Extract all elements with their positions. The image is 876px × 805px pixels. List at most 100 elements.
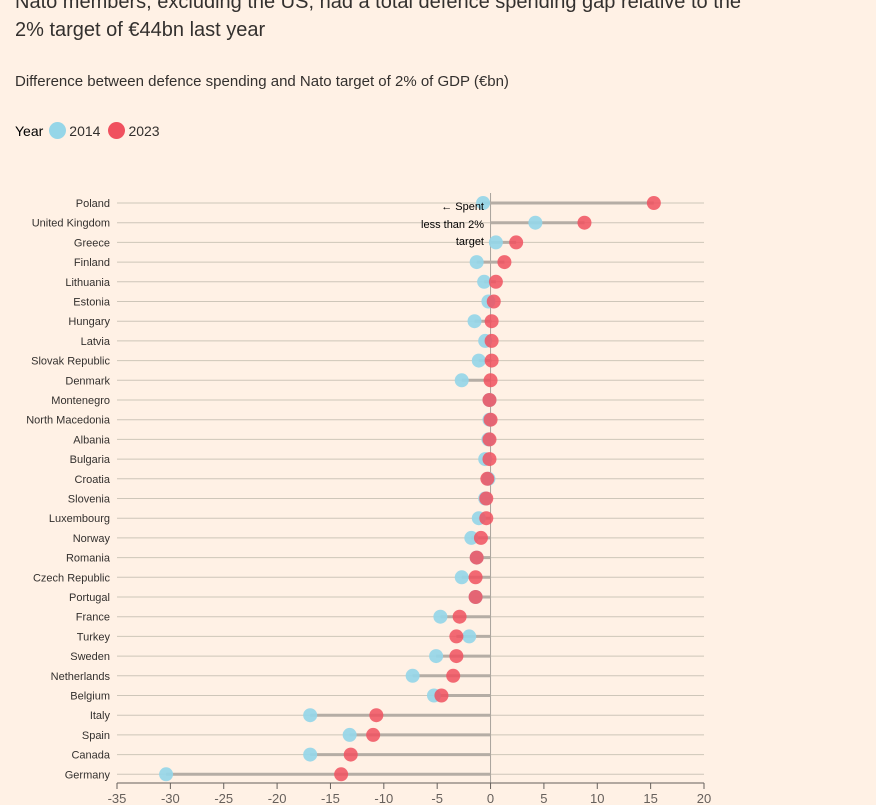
- category-label-slovak-republic: Slovak Republic: [31, 356, 110, 368]
- point-2023-france: [452, 609, 467, 624]
- category-label-denmark: Denmark: [65, 375, 110, 387]
- point-2023-montenegro: [482, 393, 497, 407]
- point-2023-hungary: [484, 314, 499, 329]
- category-label-poland: Poland: [76, 198, 110, 210]
- x-tick-label--15: -15: [321, 791, 340, 805]
- legend-item-2023: 2023: [108, 122, 160, 139]
- point-2023-north-macedonia: [483, 412, 498, 427]
- point-2023-lithuania: [488, 274, 503, 289]
- point-2014-italy: [303, 708, 318, 723]
- point-2014-netherlands: [405, 668, 420, 683]
- category-label-italy: Italy: [90, 710, 111, 722]
- category-label-finland: Finland: [74, 257, 110, 269]
- category-label-canada: Canada: [71, 750, 110, 762]
- point-2014-turkey: [462, 629, 477, 644]
- category-label-netherlands: Netherlands: [51, 671, 111, 683]
- point-2023-denmark: [483, 373, 498, 388]
- annotation-line-1: ← Spent: [441, 201, 484, 213]
- point-2014-hungary: [467, 314, 482, 329]
- category-label-greece: Greece: [74, 237, 110, 249]
- point-2023-albania: [482, 432, 497, 447]
- category-label-croatia: Croatia: [75, 474, 111, 486]
- category-label-france: France: [76, 612, 110, 624]
- point-2023-luxembourg: [479, 511, 494, 526]
- point-2023-czech-republic: [468, 570, 483, 585]
- category-label-bulgaria: Bulgaria: [70, 454, 111, 466]
- point-2023-romania: [469, 550, 484, 565]
- legend-text-2023: 2023: [128, 122, 160, 139]
- category-label-luxembourg: Luxembourg: [49, 513, 110, 525]
- point-2023-spain: [366, 727, 381, 742]
- point-2014-united-kingdom: [528, 215, 543, 230]
- x-tick-label--5: -5: [431, 791, 443, 805]
- x-tick-label-5: 5: [540, 791, 547, 805]
- point-2014-czech-republic: [454, 570, 469, 585]
- point-2014-norway: [464, 530, 479, 545]
- point-2023-slovenia: [479, 491, 494, 506]
- point-2023-estonia: [486, 294, 501, 309]
- category-label-montenegro: Montenegro: [51, 395, 110, 407]
- point-2014-greece: [488, 235, 503, 250]
- point-2023-sweden: [449, 649, 464, 664]
- point-2023-latvia: [484, 333, 499, 348]
- legend-item-2014: 2014: [49, 122, 100, 139]
- category-label-turkey: Turkey: [77, 631, 111, 643]
- x-tick-label-15: 15: [643, 791, 657, 805]
- x-tick-label-0: 0: [487, 791, 494, 805]
- point-2014-canada: [303, 747, 318, 762]
- point-2023-canada: [343, 747, 358, 762]
- category-label-lithuania: Lithuania: [65, 277, 111, 289]
- category-label-romania: Romania: [66, 553, 111, 565]
- category-label-portugal: Portugal: [69, 592, 110, 604]
- point-2014-sweden: [429, 649, 444, 664]
- category-label-sweden: Sweden: [70, 651, 110, 663]
- x-tick-label--25: -25: [214, 791, 233, 805]
- chart-title: Nato members, excluding the US, had a to…: [15, 0, 742, 41]
- point-2023-bulgaria: [482, 452, 497, 467]
- x-tick-label--35: -35: [108, 791, 127, 805]
- x-tick-label-20: 20: [697, 791, 711, 805]
- legend-dot-2023: [108, 122, 126, 139]
- point-2023-united-kingdom: [577, 215, 592, 230]
- point-2014-finland: [469, 255, 484, 270]
- category-label-norway: Norway: [73, 533, 111, 545]
- x-tick-label--10: -10: [374, 791, 393, 805]
- point-2023-turkey: [449, 629, 464, 644]
- point-2023-finland: [497, 255, 512, 270]
- point-2023-portugal: [468, 590, 483, 604]
- category-label-united-kingdom: United Kingdom: [32, 218, 110, 230]
- annotation-line-2: less than 2%: [421, 219, 484, 231]
- category-label-albania: Albania: [73, 434, 111, 446]
- legend: Year 2014 2023: [15, 122, 168, 139]
- point-2014-denmark: [454, 373, 469, 388]
- category-label-hungary: Hungary: [68, 316, 110, 328]
- point-2014-slovak-republic: [471, 353, 486, 368]
- point-2023-netherlands: [446, 668, 461, 683]
- x-tick-label--30: -30: [161, 791, 180, 805]
- point-2023-italy: [369, 708, 384, 723]
- category-label-spain: Spain: [82, 730, 110, 742]
- point-2023-poland: [646, 196, 661, 210]
- point-2014-germany: [159, 767, 174, 782]
- x-tick-label-10: 10: [590, 791, 604, 805]
- category-label-czech-republic: Czech Republic: [33, 572, 111, 584]
- category-label-estonia: Estonia: [73, 297, 111, 309]
- point-2023-norway: [473, 530, 488, 545]
- point-2023-slovak-republic: [484, 353, 499, 368]
- legend-text-2014: 2014: [69, 122, 101, 139]
- point-2014-france: [433, 609, 448, 624]
- category-label-slovenia: Slovenia: [68, 494, 111, 506]
- annotation-line-3: target: [456, 236, 484, 248]
- point-2023-germany: [334, 767, 349, 782]
- legend-dot-2014: [49, 122, 67, 139]
- point-2014-spain: [342, 727, 357, 742]
- point-2014-lithuania: [477, 274, 492, 289]
- legend-label: Year: [15, 122, 44, 139]
- point-2023-belgium: [434, 688, 449, 703]
- category-label-latvia: Latvia: [81, 336, 111, 348]
- point-2023-greece: [509, 235, 524, 250]
- chart-subtitle: Difference between defence spending and …: [15, 73, 509, 90]
- category-label-belgium: Belgium: [70, 691, 110, 703]
- point-2023-croatia: [480, 471, 495, 486]
